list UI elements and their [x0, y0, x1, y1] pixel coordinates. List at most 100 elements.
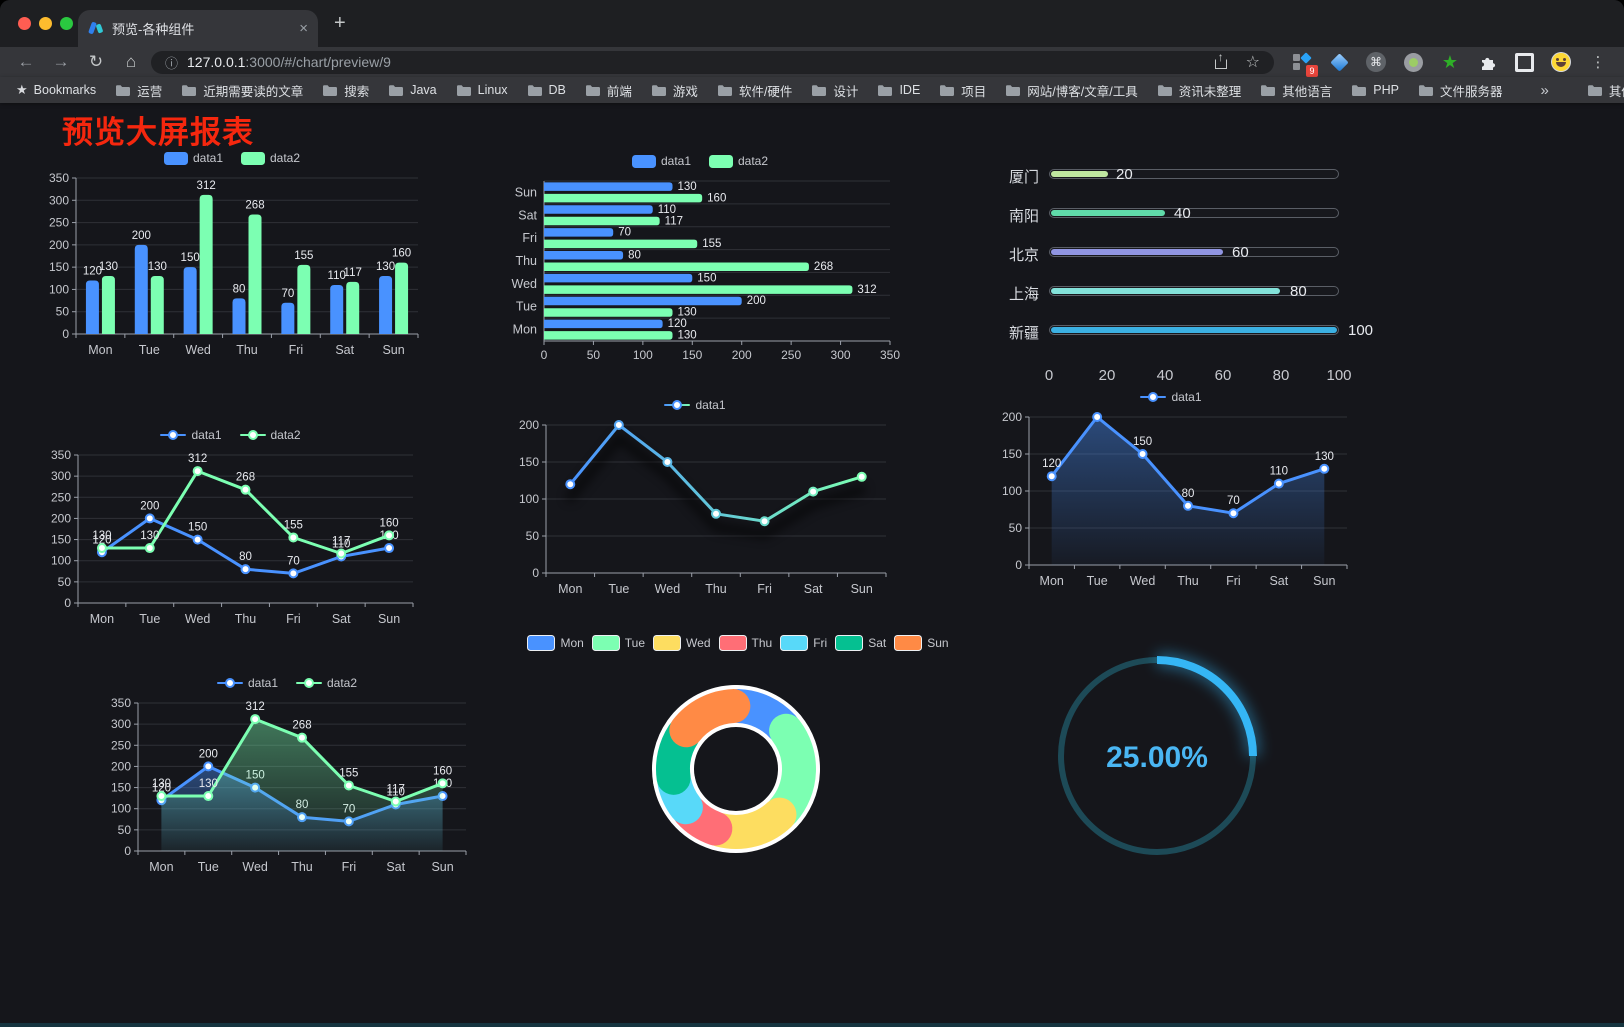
data2-bar[interactable]	[544, 308, 673, 317]
side-panel-icon[interactable]	[1512, 49, 1536, 75]
gauge-canvas[interactable]: 25.00%	[1038, 636, 1280, 886]
chart-progress-bars[interactable]: 厦门 20 南阳 40 北京 60 上海 80 新疆 100 0 20 40 60 80 100	[995, 159, 1395, 399]
legend-item-Sun[interactable]: Sun	[894, 635, 949, 651]
legend-item-data2[interactable]: data2	[709, 154, 768, 168]
bookmark-folder-item[interactable]: 搜索	[322, 81, 369, 100]
data2-bar[interactable]	[346, 281, 360, 334]
legend-item-data2[interactable]: data2	[239, 428, 301, 442]
green-star-extension-icon[interactable]: ★	[1441, 52, 1459, 72]
bookmark-folder-item[interactable]: IDE	[877, 83, 920, 97]
legend-item-Wed[interactable]: Wed	[653, 635, 711, 651]
data1-bar[interactable]	[232, 298, 246, 334]
data2-bar[interactable]	[544, 239, 698, 249]
minimize-window-button[interactable]	[39, 17, 52, 30]
recorder-extension-icon[interactable]	[1401, 49, 1425, 75]
back-icon[interactable]: ←	[17, 52, 35, 71]
proxy-switch-extension-icon[interactable]: 9	[1290, 49, 1318, 77]
home-icon[interactable]: ⌂	[125, 52, 137, 71]
bookmark-folder-item[interactable]: 运营	[115, 81, 162, 100]
single-area-canvas[interactable]: 0 50 100 150 200 Mon Tue Wed Thu Fri Sat Sun 120 200 1…	[985, 409, 1357, 607]
extensions-puzzle-icon[interactable]	[1475, 49, 1499, 75]
legend-item-Fri[interactable]: Fri	[780, 635, 827, 651]
command-extension-icon[interactable]: ⌘	[1364, 49, 1388, 75]
two-line-canvas[interactable]: 0 50 100 150 200 250 300 350 Mon Tue Wed Thu Fri Sat S…	[38, 447, 423, 645]
data2-bar[interactable]	[544, 216, 660, 226]
legend-item-data1[interactable]: data1	[216, 676, 278, 690]
data1-bar[interactable]	[544, 273, 693, 283]
donut-canvas[interactable]	[548, 655, 928, 867]
legend-item-data1[interactable]: data1	[664, 398, 726, 412]
legend-item-Thu[interactable]: Thu	[718, 635, 772, 651]
reload-icon[interactable]: ↻	[88, 52, 104, 71]
forward-icon[interactable]: →	[52, 52, 70, 71]
share-icon[interactable]: ↑	[1214, 50, 1228, 70]
legend-item-Mon[interactable]: Mon	[527, 635, 584, 651]
chart-single-area[interactable]: data1 0 50 100 150 200 Mon Tue Wed Thu Fri Sat Sun 12…	[985, 387, 1357, 612]
bookmark-folder-item[interactable]: 资讯未整理	[1157, 81, 1241, 100]
legend-item-data1[interactable]: data1	[160, 428, 222, 442]
two-area-canvas[interactable]: 0 50 100 150 200 250 300 350 Mon Tue Wed Thu Fri Sat S…	[98, 695, 476, 893]
new-tab-button[interactable]: +	[334, 12, 346, 34]
bookmark-folder-item[interactable]: PHP	[1351, 83, 1399, 97]
data2-bar[interactable]	[544, 331, 673, 340]
bookmark-folder-item[interactable]: 其他语言	[1260, 81, 1332, 100]
data2-bar[interactable]	[101, 276, 115, 334]
data2-bar[interactable]	[297, 264, 311, 334]
legend-item-data2[interactable]: data2	[241, 151, 300, 165]
address-bar[interactable]: ⓘ 127.0.0.1 :3000/#/chart/preview/9 ↑ ☆	[151, 50, 1274, 74]
grouped-bar-canvas[interactable]: 0 50 100 150 200 250 300 350 Mon Tue Wed Thu Fri Sat S…	[38, 170, 426, 370]
tab-close-icon[interactable]: ×	[299, 20, 308, 37]
bookmark-folder-item[interactable]: 项目	[939, 81, 986, 100]
bookmarks-manager[interactable]: ★ Bookmarks	[16, 82, 96, 98]
data1-bar[interactable]	[544, 205, 653, 214]
data1-bar[interactable]	[544, 319, 663, 329]
data1-bar[interactable]	[183, 267, 197, 334]
bookmark-folder-item[interactable]: 近期需要读的文章	[181, 81, 303, 100]
chart-donut[interactable]: Mon Tue Wed Thu Fri Sat Sun	[527, 633, 949, 983]
chart-gradient-line[interactable]: data1 0 50 100 150 200 Mon Tue Wed Thu Fri Sat Sun	[494, 395, 896, 620]
site-info-icon[interactable]: ⓘ	[165, 55, 179, 71]
slice-Sun[interactable]	[669, 689, 751, 748]
bookmark-folder-item[interactable]: 软件/硬件	[717, 81, 792, 100]
data2-bar[interactable]	[544, 193, 703, 203]
bookmark-star-icon[interactable]: ☆	[1245, 54, 1260, 71]
data1-bar[interactable]	[544, 296, 742, 306]
chart-horizontal-bar[interactable]: data1 data2 0 50 100 150 200 250 300 350 Sun 130 160…	[500, 151, 900, 391]
data2-bar[interactable]	[199, 194, 213, 334]
chart-grouped-bar[interactable]: data1 data2 0 50 100 150 200 250 300 350 Mon Tue Wed…	[38, 148, 426, 388]
bookmark-folder-item[interactable]: 前端	[585, 81, 632, 100]
chart-ring-gauge[interactable]: 25.00%	[1038, 636, 1280, 971]
legend-item-Sat[interactable]: Sat	[835, 635, 886, 651]
bookmark-folder-item[interactable]: 游戏	[651, 81, 698, 100]
bookmark-folder-item[interactable]: Linux	[456, 83, 508, 97]
data1-bar[interactable]	[134, 244, 148, 334]
bookmark-folder-item[interactable]: DB	[527, 83, 566, 97]
chart-two-area[interactable]: data1 data2 0 50 100 150 200 250 300 350 Mon Tue Wed…	[98, 673, 476, 898]
close-window-button[interactable]	[18, 17, 31, 30]
data2-bar[interactable]	[248, 214, 262, 334]
bookmark-folder-item[interactable]: 文件服务器	[1418, 81, 1502, 100]
legend-item-data1[interactable]: data1	[1140, 390, 1202, 404]
zoom-window-button[interactable]	[60, 17, 73, 30]
chart-two-line[interactable]: data1 data2 0 50 100 150 200 250 300 350 Mon Tue Wed…	[38, 425, 423, 650]
data1-bar[interactable]	[544, 228, 614, 237]
gradient-line-canvas[interactable]: 0 50 100 150 200 Mon Tue Wed Thu Fri Sat Sun	[494, 417, 896, 615]
data1-bar[interactable]	[330, 284, 344, 334]
data1-bar[interactable]	[85, 280, 99, 334]
bookmark-folder-item[interactable]: 网站/博客/文章/工具	[1005, 81, 1138, 100]
profile-avatar[interactable]	[1549, 49, 1573, 75]
data2-bar[interactable]	[150, 276, 164, 334]
data1-bar[interactable]	[379, 276, 393, 334]
bookmarks-overflow-button[interactable]: »	[1540, 81, 1549, 99]
other-bookmarks-folder[interactable]: 其他书签	[1587, 81, 1624, 100]
gem-extension-icon[interactable]	[1327, 49, 1351, 75]
data2-bar[interactable]	[544, 262, 809, 272]
legend-item-data1[interactable]: data1	[163, 151, 223, 165]
legend-item-Tue[interactable]: Tue	[591, 635, 645, 651]
browser-menu-icon[interactable]: ⋮	[1590, 54, 1606, 71]
data2-bar[interactable]	[395, 262, 409, 334]
bookmark-folder-item[interactable]: 设计	[811, 81, 858, 100]
data1-bar[interactable]	[544, 182, 673, 191]
bookmark-folder-item[interactable]: Java	[388, 83, 437, 97]
